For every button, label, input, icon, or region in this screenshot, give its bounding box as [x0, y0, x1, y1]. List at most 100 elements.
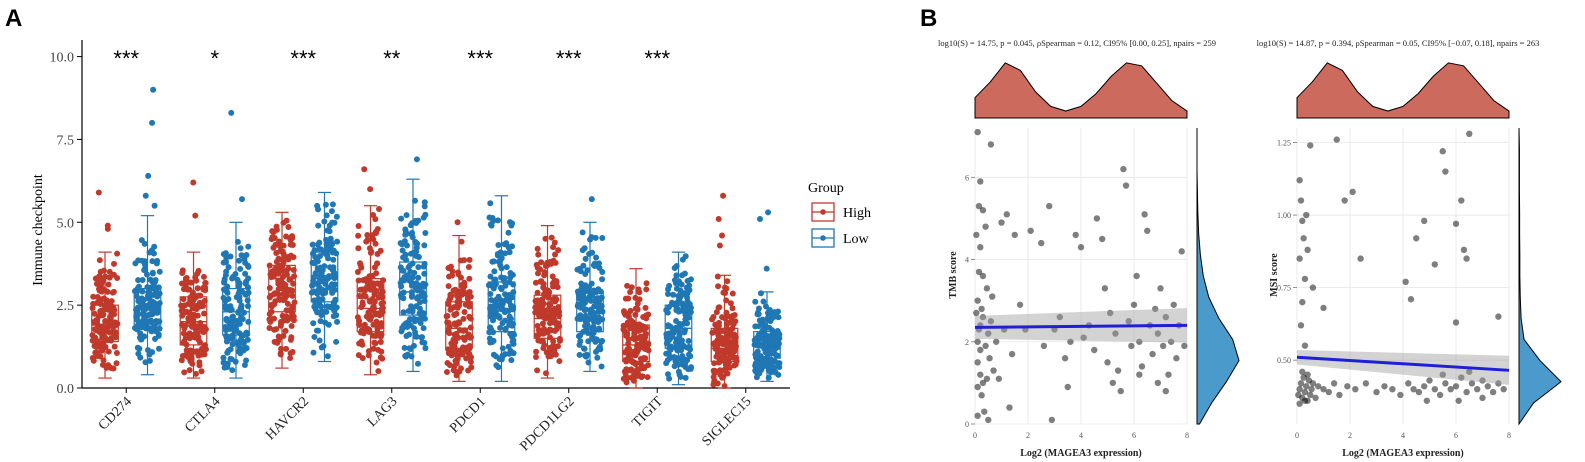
data-point — [106, 329, 113, 336]
data-point — [536, 310, 543, 317]
tmb-stats-title: log10(S) = 14.75, p = 0.045, ρSpearman =… — [938, 38, 1216, 48]
scatter-point — [1133, 272, 1140, 280]
data-point — [369, 295, 376, 302]
data-point — [288, 315, 295, 322]
data-point — [576, 351, 583, 358]
significance-cd274: *** — [113, 46, 139, 71]
data-point — [535, 251, 542, 258]
scatter-point — [1309, 284, 1317, 291]
data-point — [466, 256, 473, 263]
data-point — [771, 309, 778, 316]
scatter-point — [979, 207, 987, 214]
scatter-point — [1130, 301, 1138, 308]
data-point — [223, 268, 230, 275]
data-point — [663, 350, 670, 357]
data-point — [377, 354, 384, 361]
data-point — [683, 284, 690, 291]
data-point — [643, 286, 650, 293]
data-point — [635, 286, 642, 293]
data-point — [355, 245, 362, 252]
data-point — [579, 302, 586, 309]
data-point — [333, 312, 340, 319]
significance-ctla4: * — [210, 46, 219, 71]
box-high-tigit — [620, 268, 652, 389]
data-point — [99, 285, 106, 292]
data-point — [273, 258, 280, 265]
data-point — [547, 301, 554, 308]
data-point — [110, 365, 117, 372]
scatter-point — [982, 342, 989, 350]
data-point — [625, 313, 632, 320]
scatter-point — [977, 346, 984, 354]
scatter-point — [1309, 380, 1317, 387]
data-point — [280, 297, 287, 304]
data-point — [534, 289, 541, 296]
data-point — [731, 331, 738, 338]
data-point — [114, 250, 121, 257]
data-point — [624, 319, 631, 326]
data-point — [642, 355, 649, 362]
data-point — [534, 297, 541, 304]
scatter-point — [1181, 342, 1188, 350]
data-point — [241, 361, 248, 368]
data-point — [685, 337, 692, 344]
scatter-point — [1301, 388, 1309, 396]
scatter-point — [1296, 400, 1303, 407]
y-tick-label: 0 — [965, 420, 969, 429]
data-point — [311, 260, 318, 267]
data-point — [374, 325, 381, 332]
data-point — [630, 335, 637, 342]
data-point — [628, 374, 635, 381]
data-point — [538, 259, 545, 266]
box-high-lag3 — [354, 166, 387, 376]
data-point — [189, 290, 196, 297]
right-density-curve — [1196, 128, 1240, 425]
data-point — [729, 340, 736, 347]
data-point — [726, 354, 733, 361]
data-point — [539, 296, 546, 303]
box-body — [310, 251, 339, 303]
data-point — [731, 312, 738, 319]
data-point — [287, 355, 294, 362]
data-point — [186, 335, 193, 342]
data-point — [670, 291, 677, 298]
data-point — [413, 303, 420, 310]
data-point — [535, 337, 542, 344]
data-point — [149, 269, 156, 276]
scatter-point — [1303, 383, 1310, 390]
data-point — [317, 318, 324, 325]
data-point — [105, 362, 112, 369]
data-point — [290, 254, 297, 261]
data-point — [101, 295, 108, 302]
scatter-point — [1162, 313, 1170, 321]
data-point — [503, 264, 510, 271]
scatter-point — [974, 128, 981, 136]
data-point — [764, 314, 771, 321]
scatter-point — [1008, 350, 1016, 358]
scatter-point — [1080, 334, 1087, 341]
data-point — [275, 337, 282, 344]
box-body — [664, 304, 693, 349]
scatter-point — [1016, 301, 1024, 308]
data-point — [202, 280, 209, 287]
data-point — [110, 260, 117, 267]
data-point — [331, 299, 338, 306]
data-point — [666, 375, 673, 382]
scatter-point — [993, 338, 1000, 345]
scatter-point — [1308, 385, 1315, 393]
data-point — [766, 306, 773, 313]
data-point — [325, 273, 332, 280]
regression-line — [974, 323, 1188, 329]
data-point — [98, 347, 105, 354]
data-point — [599, 269, 606, 276]
scatter-point — [987, 318, 995, 325]
data-point — [627, 307, 634, 314]
scatter-point — [978, 305, 985, 313]
data-point — [283, 271, 290, 278]
data-point — [556, 358, 563, 365]
data-point — [105, 306, 112, 313]
scatter-point — [1341, 197, 1348, 204]
data-point — [245, 284, 252, 291]
data-point — [139, 276, 146, 283]
data-point — [621, 349, 628, 356]
